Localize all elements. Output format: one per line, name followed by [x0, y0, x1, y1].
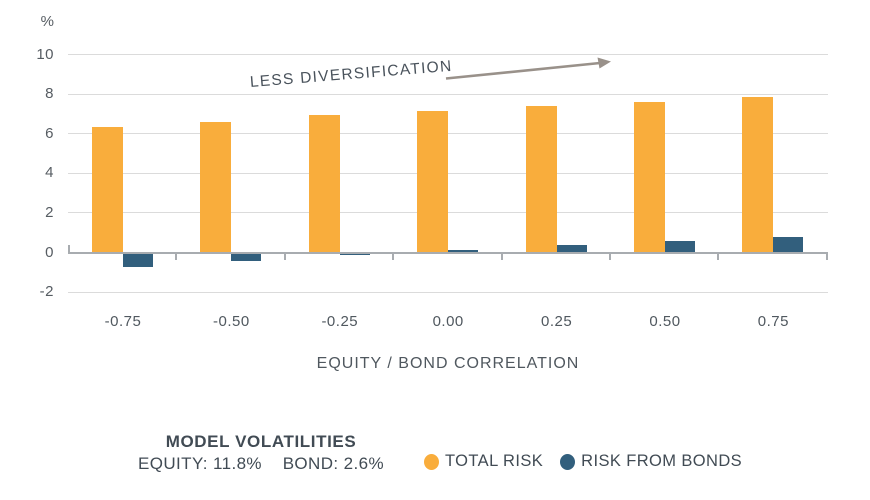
legend-label: TOTAL RISK [445, 452, 544, 470]
y-tick-label: 6 [45, 124, 54, 142]
total-risk-bar [417, 110, 449, 253]
model-volatilities-values: EQUITY: 11.8% BOND: 2.6% [138, 454, 384, 474]
axis-tick [68, 244, 70, 252]
total-risk-bar [200, 121, 232, 253]
gridline-y-10 [68, 54, 828, 55]
less-diversification-arrow-icon [445, 57, 611, 80]
annotation-less-diversification: LESS DIVERSIFICATION [249, 57, 454, 91]
x-tick-label: -0.50 [213, 313, 250, 330]
risk-from-bonds-bar [773, 236, 804, 253]
gridline-y-8 [68, 93, 828, 95]
x-axis-line [68, 251, 828, 254]
x-tick-label: 0.50 [649, 313, 681, 330]
total-risk-bar [742, 97, 774, 253]
total-risk-bar [634, 102, 665, 253]
axis-tick [825, 253, 828, 260]
risk-from-bonds-bar [665, 240, 695, 253]
legend-dot-icon [560, 453, 576, 470]
legend-dot-icon [424, 453, 439, 470]
axis-tick [283, 253, 286, 260]
risk-from-bonds-bar [339, 253, 370, 256]
axis-tick [717, 253, 720, 260]
legend-item: RISK FROM BONDS [560, 452, 742, 471]
legend-label: RISK FROM BONDS [581, 452, 743, 470]
risk-from-bonds-bar [231, 253, 262, 262]
model-volatilities-title: MODEL VOLATILITIES [165, 432, 357, 451]
total-risk-bar [308, 114, 340, 253]
risk-from-bonds-bar [123, 253, 153, 268]
chart-legend: TOTAL RISK RISK FROM BONDS [424, 452, 742, 471]
axis-tick [175, 253, 178, 260]
x-tick-label: 0.00 [432, 313, 464, 330]
x-tick-label: -0.75 [104, 313, 142, 330]
x-tick-label: 0.75 [757, 313, 789, 330]
risk-from-bonds-bar [448, 249, 479, 253]
y-tick-label: 4 [45, 164, 54, 182]
x-tick-label: 0.25 [540, 313, 573, 330]
y-axis-unit-label: % [40, 13, 54, 30]
x-tick-label: -0.25 [321, 313, 359, 330]
total-risk-bar [525, 105, 557, 253]
equity-volatility-value: EQUITY: 11.8% [138, 454, 262, 473]
y-tick-label: 0 [45, 243, 54, 261]
total-risk-bar [92, 126, 123, 253]
y-tick-label: 8 [45, 85, 54, 103]
risk-from-bonds-bar [556, 244, 587, 253]
y-tick-label: 2 [45, 203, 54, 221]
axis-tick [500, 253, 503, 260]
axis-tick [392, 253, 395, 260]
x-axis-title: EQUITY / BOND CORRELATION [316, 355, 580, 372]
legend-item: TOTAL RISK [424, 452, 543, 471]
axis-tick [609, 253, 611, 260]
y-tick-label: 10 [36, 45, 54, 63]
y-tick-label: -2 [39, 283, 54, 301]
bond-volatility-value: BOND: 2.6% [282, 454, 384, 473]
gridline-y--2 [68, 291, 828, 293]
